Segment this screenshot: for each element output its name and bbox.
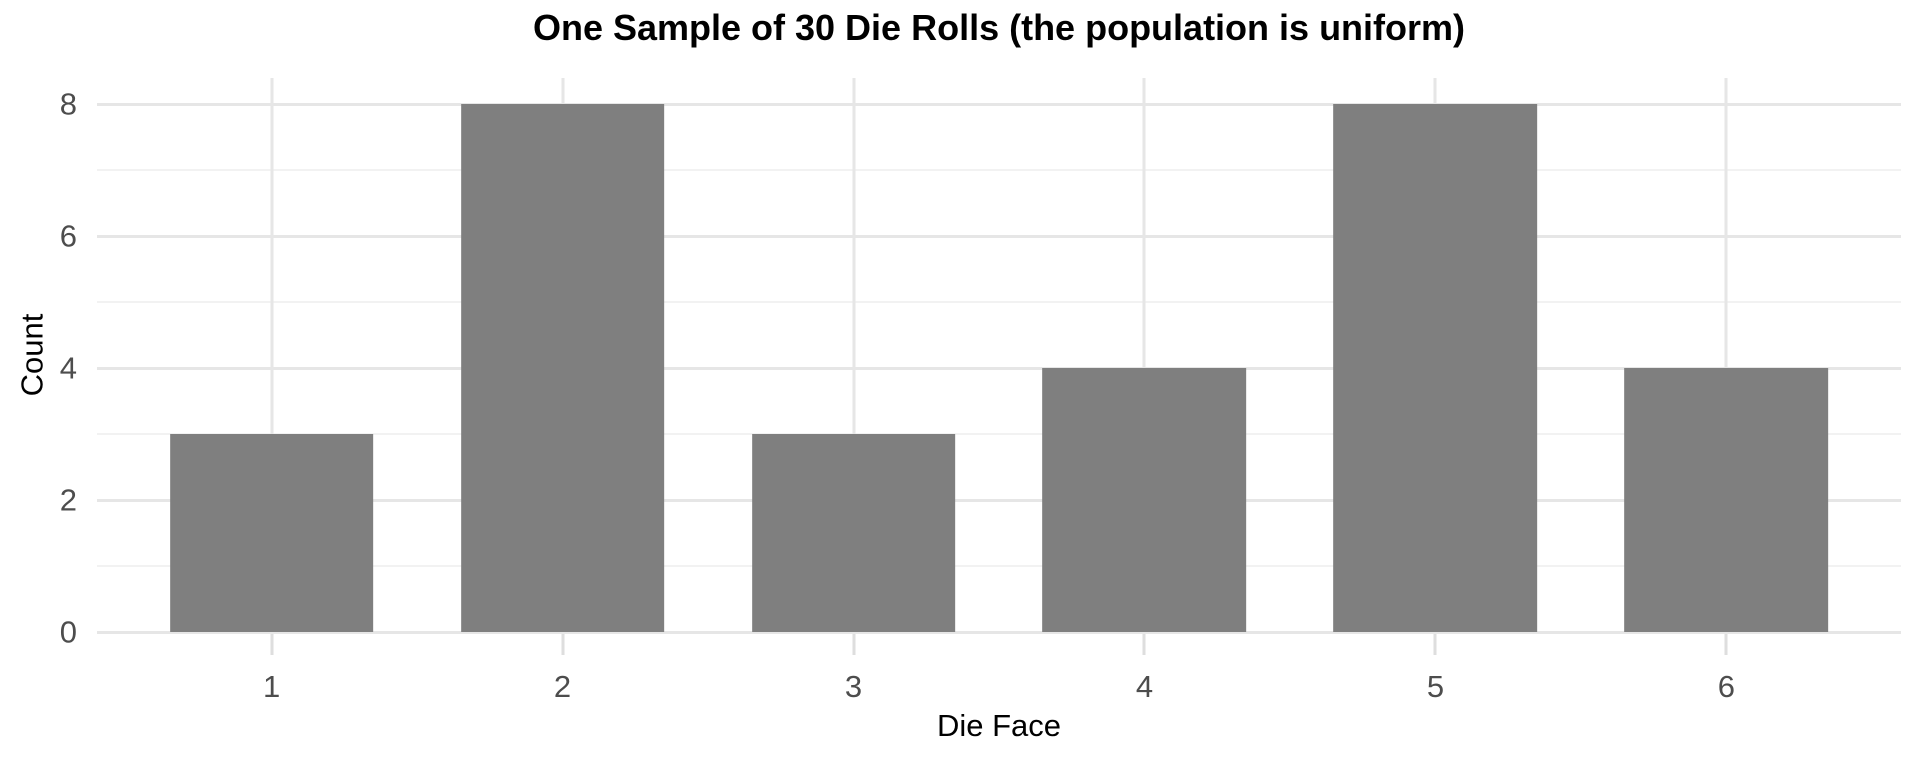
gridline-major-x bbox=[270, 78, 274, 632]
x-tick-mark bbox=[852, 634, 856, 655]
gridline-minor-y bbox=[97, 169, 1901, 172]
x-axis: 1 2 3 4 5 6 bbox=[97, 632, 1901, 712]
gridline-minor-y bbox=[97, 301, 1901, 304]
bar bbox=[1042, 368, 1247, 632]
gridline-major-x bbox=[1142, 78, 1146, 632]
gridline-major-y bbox=[97, 234, 1901, 238]
x-tick-mark bbox=[270, 634, 274, 655]
bar bbox=[1333, 104, 1538, 632]
x-tick-mark bbox=[1724, 634, 1728, 655]
y-tick-label: 6 bbox=[59, 218, 77, 254]
x-tick-mark bbox=[1433, 634, 1437, 655]
gridline-minor-y bbox=[97, 565, 1901, 568]
x-tick-mark bbox=[561, 634, 565, 655]
gridline-major-y bbox=[97, 630, 1901, 634]
x-tick-label: 1 bbox=[262, 669, 281, 704]
x-axis-title: Die Face bbox=[936, 708, 1062, 743]
chart-title: One Sample of 30 Die Rolls (the populati… bbox=[532, 7, 1466, 48]
gridline-major-y bbox=[97, 102, 1901, 106]
bar bbox=[460, 104, 665, 632]
y-tick-label: 0 bbox=[59, 614, 77, 650]
x-tick-label: 5 bbox=[1426, 669, 1445, 704]
x-tick-label: 4 bbox=[1135, 669, 1154, 704]
gridline-major-y bbox=[97, 366, 1901, 370]
x-tick-label: 2 bbox=[553, 669, 572, 704]
bar bbox=[1624, 368, 1829, 632]
gridline-major-x bbox=[852, 78, 856, 632]
plot-area bbox=[97, 78, 1901, 634]
gridline-major-y bbox=[97, 498, 1901, 502]
x-tick-mark bbox=[1142, 634, 1146, 655]
y-axis-tick-labels: 0 2 4 6 8 bbox=[0, 78, 83, 648]
y-tick-label: 8 bbox=[59, 86, 77, 122]
gridline-major-x bbox=[1724, 78, 1728, 632]
x-tick-label: 6 bbox=[1717, 669, 1736, 704]
y-tick-label: 2 bbox=[59, 482, 77, 518]
x-tick-label: 3 bbox=[844, 669, 863, 704]
bar bbox=[751, 434, 956, 632]
y-tick-label: 4 bbox=[59, 350, 77, 386]
bar bbox=[169, 434, 374, 632]
gridline-minor-y bbox=[97, 433, 1901, 436]
